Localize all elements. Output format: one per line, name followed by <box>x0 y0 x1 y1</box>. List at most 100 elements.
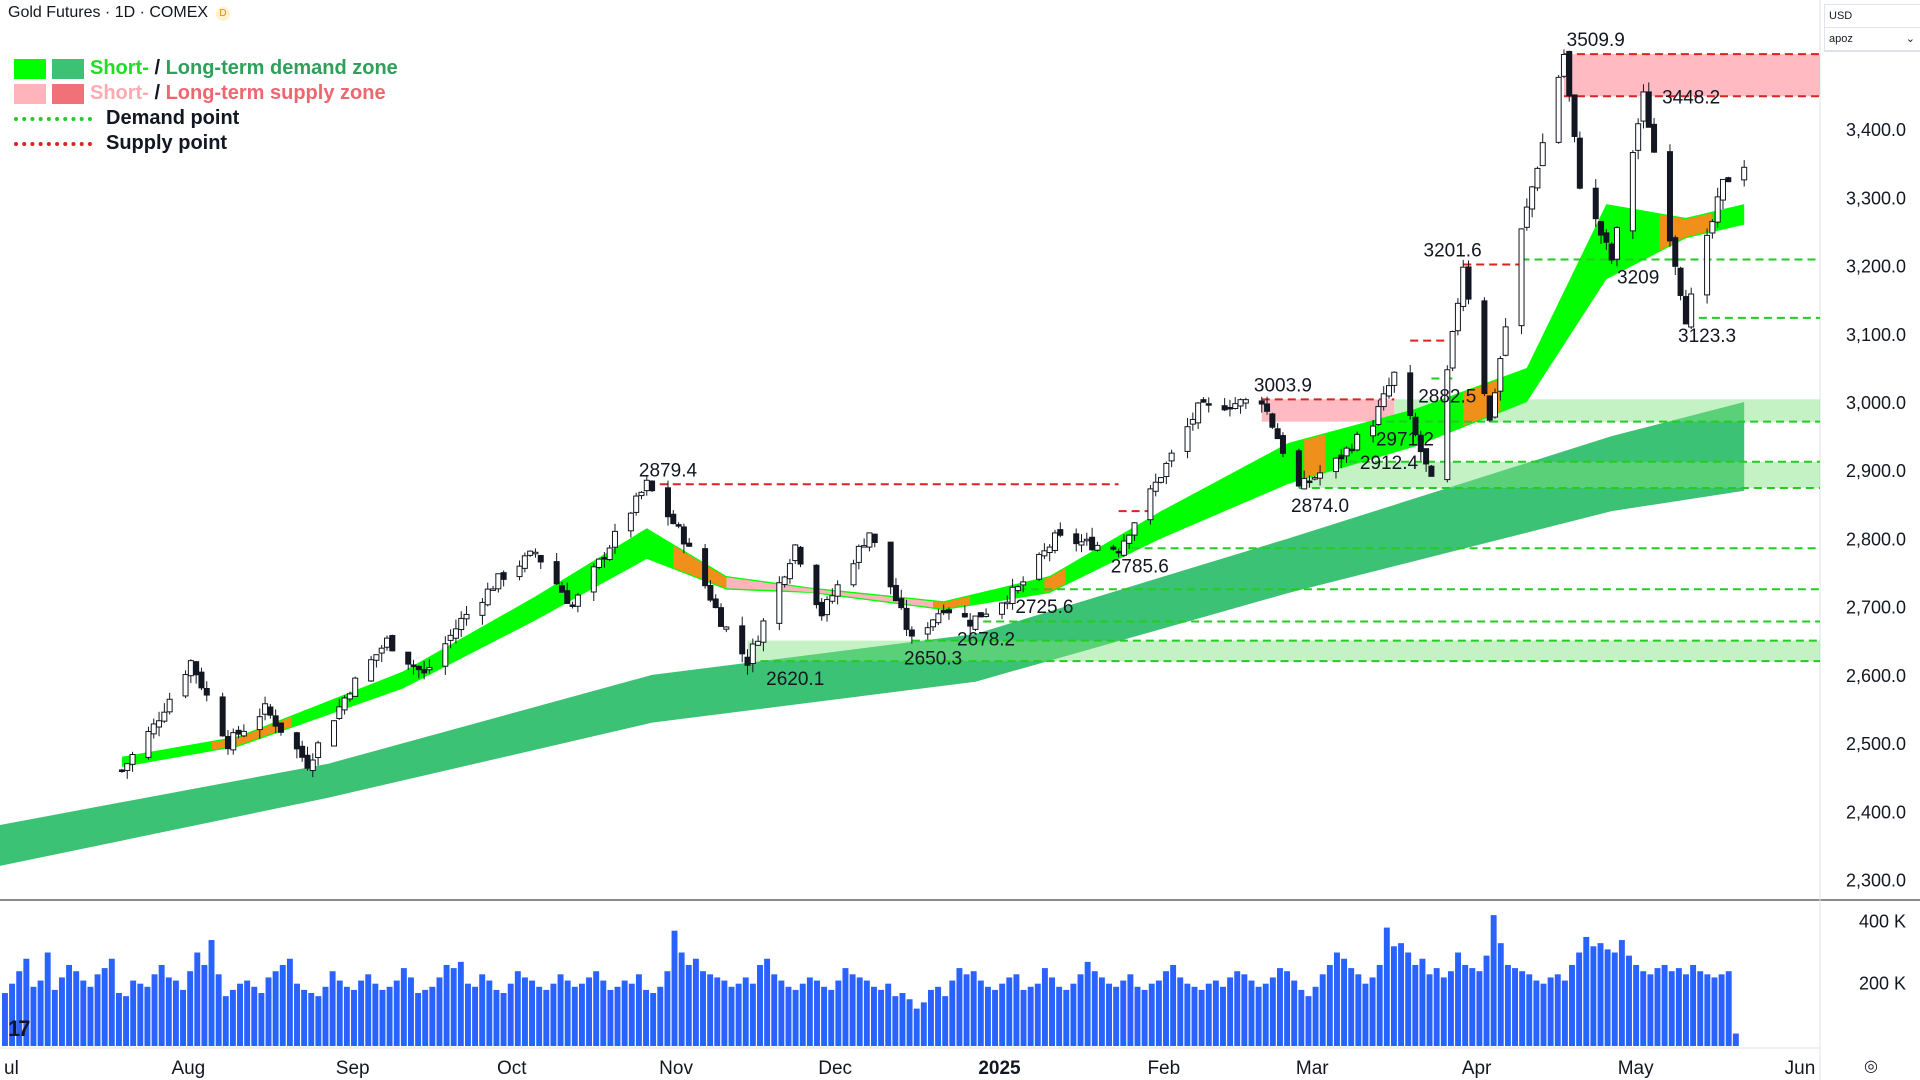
volume-bar <box>51 989 58 1046</box>
volume-bar <box>58 977 65 1046</box>
legend-long-label: Long-term supply zone <box>165 82 386 104</box>
candle-down <box>903 607 910 630</box>
volume-bar <box>1718 974 1725 1046</box>
volume-bar <box>935 986 942 1046</box>
candle-up <box>262 703 269 715</box>
candle-up <box>1380 393 1387 408</box>
candle-down <box>1110 546 1117 550</box>
volume-bar <box>393 980 400 1046</box>
legend-demand-point-label: Demand point <box>106 107 240 129</box>
volume-bar <box>187 971 194 1046</box>
volume-bar <box>94 974 101 1046</box>
volume-bar <box>863 980 870 1046</box>
volume-bar <box>1177 977 1184 1046</box>
candle-down <box>1407 372 1414 417</box>
volume-bar <box>1013 974 1020 1046</box>
volume-bar <box>1462 964 1469 1046</box>
volume-bar <box>593 971 600 1046</box>
volume-bar <box>586 977 593 1046</box>
candle-up <box>1354 433 1361 451</box>
scale-label[interactable]: apoz ⌄ <box>1825 28 1920 51</box>
candle-down <box>892 584 899 602</box>
candle-down <box>1566 50 1573 97</box>
volume-bar <box>1540 983 1547 1046</box>
legend-supply-point-label: Supply point <box>106 132 228 154</box>
volume-bar <box>1390 946 1397 1046</box>
demand-point-label-6: 2912.4 <box>1360 453 1419 474</box>
volume-bar <box>600 980 607 1046</box>
candle-down <box>1481 300 1488 394</box>
volume-bar <box>379 989 386 1046</box>
candle-up <box>309 759 316 772</box>
candle-down <box>1348 448 1355 452</box>
candle-down <box>1205 403 1212 406</box>
volume-bar <box>920 1002 927 1046</box>
candle-up <box>1004 601 1011 605</box>
candle-down <box>1226 406 1233 410</box>
candle-down <box>1306 480 1313 484</box>
candle-up <box>1560 53 1567 77</box>
volume-bar <box>1077 974 1084 1046</box>
candle-up <box>1195 402 1202 424</box>
volume-bar <box>422 989 429 1046</box>
volume-bar <box>1647 974 1654 1046</box>
volume-bar <box>351 989 357 1046</box>
volume-bar <box>123 996 130 1046</box>
demand-point-label-2: 2678.2 <box>957 630 1015 651</box>
volume-bar <box>692 958 699 1046</box>
candle-up <box>1444 369 1451 481</box>
candle-up <box>447 634 454 641</box>
volume-bar <box>479 974 486 1046</box>
volume-bar <box>1341 958 1348 1046</box>
volume-bar <box>329 971 336 1046</box>
demand-point-label-3: 2725.6 <box>1015 597 1073 618</box>
volume-bar <box>1134 986 1141 1046</box>
volume-bar <box>1633 964 1640 1046</box>
candle-down <box>1221 405 1228 411</box>
volume-bar <box>543 989 550 1046</box>
volume-bar <box>507 983 514 1046</box>
candle-up <box>240 730 247 737</box>
volume-bar <box>764 958 771 1046</box>
settings-gear-icon[interactable]: ◎ <box>1864 1058 1878 1075</box>
candle-up <box>1492 392 1499 418</box>
short-supply-swatch <box>14 83 46 104</box>
volume-bar <box>286 958 293 1046</box>
currency-selector[interactable]: USD apoz ⌄ <box>1824 4 1920 52</box>
candle-down <box>680 526 687 545</box>
volume-bar <box>1554 974 1561 1046</box>
candle-down <box>564 590 571 604</box>
y-tick-label: 2,800.0 <box>1846 529 1906 549</box>
volume-bar <box>151 974 158 1046</box>
candle-up <box>850 563 857 586</box>
candle-down <box>945 609 952 614</box>
orange-band-segment-2 <box>933 596 971 609</box>
chevron-down-icon[interactable]: ⌄ <box>1905 33 1915 45</box>
volume-bar <box>728 986 735 1046</box>
candle-up <box>1317 472 1324 479</box>
volume-bar <box>1376 964 1383 1046</box>
volume-bar <box>144 986 151 1046</box>
candle-down <box>405 651 412 665</box>
volume-bar <box>244 980 251 1046</box>
y-tick-label: 2,700.0 <box>1846 598 1906 618</box>
demand-zone-0 <box>747 640 1820 662</box>
x-tick-label: Aug <box>171 1058 205 1079</box>
volume-bar <box>1405 952 1412 1046</box>
candle-up <box>1126 534 1133 544</box>
volume-bar <box>1056 986 1063 1046</box>
candle-down <box>1645 91 1652 128</box>
currency-label[interactable]: USD <box>1825 5 1920 28</box>
y-tick-label: 2,300.0 <box>1846 871 1906 891</box>
volume-bar <box>671 930 678 1046</box>
tradingview-logo-icon[interactable]: 17 <box>8 1016 31 1041</box>
candle-down <box>871 533 878 543</box>
candle-down <box>1412 416 1419 436</box>
candle-down <box>1603 232 1610 243</box>
volume-bar <box>1533 980 1540 1046</box>
delayed-badge[interactable]: D <box>216 7 231 21</box>
candle-up <box>124 763 131 771</box>
candle-up <box>129 754 136 765</box>
